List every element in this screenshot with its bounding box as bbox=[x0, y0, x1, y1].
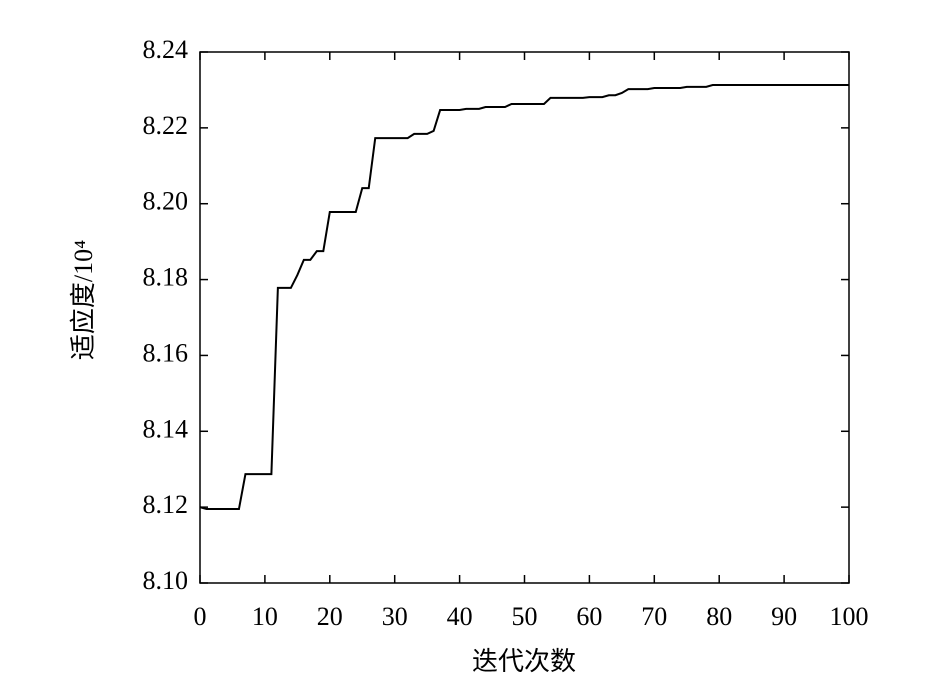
y-tick-label: 8.16 bbox=[143, 338, 189, 367]
x-tick-label: 0 bbox=[194, 602, 207, 631]
x-tick-label: 10 bbox=[252, 602, 278, 631]
x-tick-label: 40 bbox=[447, 602, 473, 631]
plot-frame bbox=[199, 51, 850, 584]
x-tick-label: 60 bbox=[576, 602, 602, 631]
y-tick-label: 8.24 bbox=[143, 35, 189, 64]
y-tick-label: 8.20 bbox=[143, 187, 189, 216]
data-line bbox=[199, 84, 849, 511]
y-tick-label: 8.12 bbox=[143, 490, 189, 519]
x-tick-label: 30 bbox=[382, 602, 408, 631]
y-tick-label: 8.10 bbox=[143, 566, 189, 595]
x-tick-label: 70 bbox=[641, 602, 667, 631]
y-tick-label: 8.18 bbox=[143, 263, 189, 292]
x-tick-label: 90 bbox=[771, 602, 797, 631]
y-tick-label: 8.14 bbox=[143, 414, 189, 443]
y-tick-label: 8.22 bbox=[143, 111, 189, 140]
x-tick-label: 80 bbox=[706, 602, 732, 631]
x-axis-label: 迭代次数 bbox=[472, 647, 576, 676]
x-tick-label: 100 bbox=[830, 602, 869, 631]
y-axis-label: 适应度/10⁴ bbox=[69, 240, 98, 360]
x-tick-label: 20 bbox=[317, 602, 343, 631]
x-tick-label: 50 bbox=[512, 602, 538, 631]
